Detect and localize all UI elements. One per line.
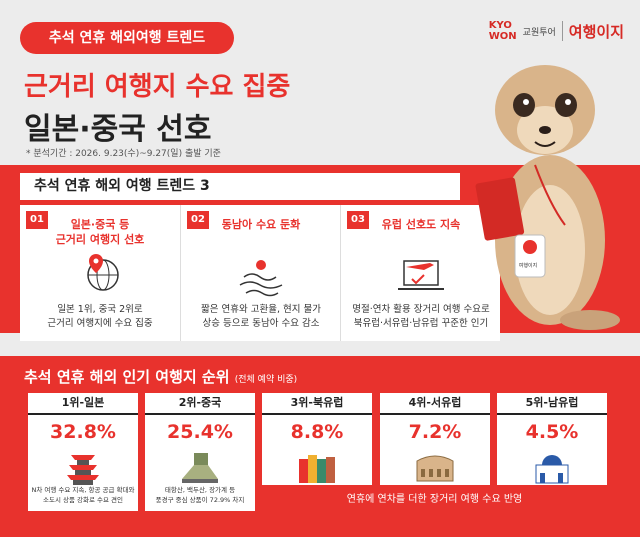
trend-title: 일본·중국 등 <box>70 218 130 231</box>
rank-card: 4위-서유럽 7.2% <box>380 393 490 485</box>
badge: 추석 연휴 해외여행 트렌드 <box>20 22 234 54</box>
ranking-title: 추석 연휴 해외 인기 여행지 순위 <box>24 368 230 386</box>
pagoda-icon <box>67 455 99 485</box>
trend-number: 01 <box>26 211 48 229</box>
rank-share: 32.8% <box>50 421 116 443</box>
wall-icon <box>182 453 218 483</box>
headline: 근거리 여행지 수요 집중 <box>24 72 291 102</box>
logo-service: 여행이지 <box>568 22 624 41</box>
mascot <box>475 65 620 330</box>
trend-number: 03 <box>347 211 369 229</box>
note: * 분석기간 : 2026. 9.23(수)~9.27(일) 출발 기준 <box>26 149 221 159</box>
trend-desc: 북유럽·서유럽·남유럽 꾸준한 인기 <box>353 318 489 329</box>
logo: KYO WON 교원투어 여행이지 <box>489 20 624 42</box>
trend-desc: 근거리 여행지에 수요 집중 <box>47 318 153 329</box>
rank-share: 25.4% <box>167 421 233 443</box>
rank-desc: 태항산, 백두산, 장가계 등 <box>164 486 236 494</box>
trend-desc: 명절·연차 활용 장거리 여행 수요로 <box>352 304 490 315</box>
section-title: 추석 연휴 해외 인기 여행지 순위 (전체 예약 비중) <box>24 366 297 387</box>
santorini-icon <box>535 455 569 484</box>
rank-label: 2위-중국 <box>145 393 255 415</box>
globe-icon <box>87 254 119 291</box>
ranking-subtitle: (전체 예약 비중) <box>234 375 298 385</box>
rank-label: 1위-일본 <box>28 393 138 415</box>
headline: 일본·중국 선호 <box>24 112 212 147</box>
colosseum-icon <box>416 455 454 482</box>
weather-icon <box>239 260 283 297</box>
rank-share: 8.8% <box>290 421 344 443</box>
trend-title: 근거리 여행지 선호 <box>55 233 145 246</box>
rank-desc: N차 여행 수요 지속, 항공 공급 확대와 <box>31 486 135 494</box>
logo-ko: 교원투어 <box>522 27 556 38</box>
trend-desc: 짧은 연휴와 고환율, 현지 물가 <box>201 304 321 315</box>
rank-card: 3위-북유럽 8.8% <box>262 393 372 485</box>
rank-label: 3위-북유럽 <box>262 393 372 415</box>
logo-en: WON <box>488 31 517 42</box>
laptop-icon <box>398 260 444 290</box>
rank-desc: 소도시 상품 강화로 수요 견인 <box>42 496 124 504</box>
separator <box>561 21 563 41</box>
trend-title: 유럽 선호도 지속 <box>381 218 461 231</box>
rank-desc: 풍경구 중심 상품이 72.9% 차지 <box>155 496 245 504</box>
logo-en: KYO <box>488 20 512 31</box>
rank-label: 5위-남유럽 <box>497 393 607 415</box>
houses-icon <box>299 455 335 483</box>
footnote: 연휴에 연차를 더한 장거리 여행 수요 반영 <box>346 494 523 505</box>
section-title: 추석 연휴 해외 여행 트렌드 3 <box>20 173 460 200</box>
trend-desc: 일본 1위, 중국 2위로 <box>57 304 143 315</box>
trend-number: 02 <box>187 211 209 229</box>
trend-title: 동남아 수요 둔화 <box>221 218 301 231</box>
rank-label: 4위-서유럽 <box>380 393 490 415</box>
trend-desc: 상승 등으로 동남아 수요 감소 <box>202 318 320 329</box>
mascot-tag: 여행이지 <box>518 263 538 269</box>
rank-share: 7.2% <box>408 421 462 443</box>
rank-card: 5위-남유럽 4.5% <box>497 393 607 485</box>
rank-share: 4.5% <box>525 421 579 443</box>
